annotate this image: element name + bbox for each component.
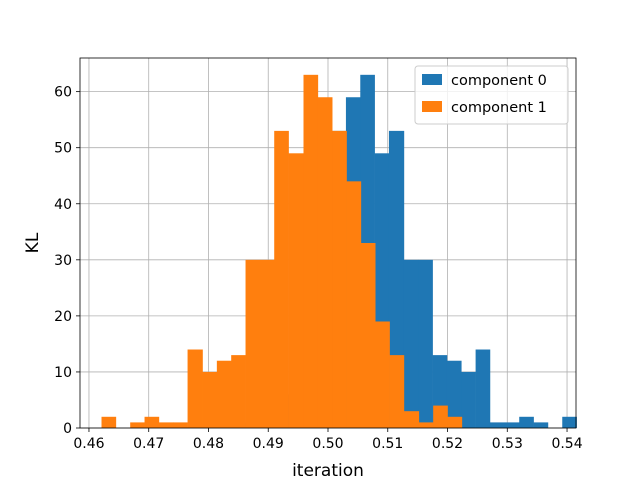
histogram-bar xyxy=(504,422,520,428)
x-tick-label: 0.46 xyxy=(73,436,104,452)
x-tick-label: 0.51 xyxy=(372,436,403,452)
y-tick-label: 60 xyxy=(54,85,72,101)
histogram-bar xyxy=(360,243,376,428)
legend-box xyxy=(414,65,569,125)
histogram-bar xyxy=(389,355,405,428)
x-tick-label: 0.49 xyxy=(253,436,284,452)
histogram-bar xyxy=(446,360,462,428)
histogram-bar xyxy=(173,422,188,428)
y-tick-label: 20 xyxy=(54,309,72,325)
y-tick-label: 10 xyxy=(54,365,72,381)
histogram-bar xyxy=(317,97,333,428)
histogram-bar xyxy=(418,259,433,428)
legend-label: component 1 xyxy=(451,100,547,116)
histogram-bar xyxy=(346,181,362,428)
histogram-bar xyxy=(433,405,448,428)
histogram-bar xyxy=(475,349,491,428)
x-tick-label: 0.48 xyxy=(193,436,224,452)
histogram-bar xyxy=(303,74,319,429)
histogram-bar xyxy=(101,416,117,428)
legend-swatch xyxy=(422,101,442,112)
x-axis-ticks: 0.46 0.47 0.48 0.49 0.50 0.51 0.52 0.53 0.54 xyxy=(73,428,583,452)
histogram-bar xyxy=(403,259,419,428)
histogram-bar xyxy=(231,355,246,428)
histogram-bar xyxy=(130,422,145,428)
bars xyxy=(101,74,577,429)
y-tick-label: 30 xyxy=(54,253,72,269)
x-tick-label: 0.54 xyxy=(551,436,582,452)
histogram-bar xyxy=(388,130,405,428)
histogram-bar xyxy=(144,416,160,428)
series-1-bars xyxy=(101,74,463,429)
x-tick-label: 0.47 xyxy=(133,436,164,452)
y-tick-label: 40 xyxy=(54,197,72,213)
x-tick-label: 0.50 xyxy=(312,436,343,452)
histogram-bar xyxy=(187,349,203,428)
histogram-bar xyxy=(332,130,347,428)
histogram-bar xyxy=(447,416,463,428)
histogram-bar xyxy=(288,153,304,428)
histogram-bar xyxy=(202,371,218,428)
y-tick-label: 0 xyxy=(63,421,72,437)
x-tick-label: 0.52 xyxy=(432,436,463,452)
y-tick-label: 50 xyxy=(54,141,72,157)
histogram-bar xyxy=(245,259,261,428)
histogram-bar xyxy=(403,411,420,428)
y-axis-label: KL xyxy=(23,232,43,253)
histogram-bar xyxy=(519,416,534,428)
x-tick-label: 0.53 xyxy=(492,436,523,452)
x-axis-label: iteration xyxy=(292,461,364,480)
legend: component 0 component 1 xyxy=(414,65,569,125)
histogram-bar xyxy=(461,371,476,428)
histogram-bar xyxy=(158,422,174,428)
legend-swatch xyxy=(422,74,442,85)
y-axis-ticks: 0 10 20 30 40 50 60 xyxy=(54,85,80,437)
histogram-bar xyxy=(375,321,390,428)
histogram-bar xyxy=(533,422,549,428)
histogram-bar xyxy=(274,130,289,428)
histogram-bar xyxy=(562,416,577,428)
legend-label: component 0 xyxy=(451,73,547,89)
histogram-bar xyxy=(216,360,232,428)
histogram-bar xyxy=(418,422,434,428)
histogram-bar xyxy=(489,422,506,428)
histogram-bar xyxy=(259,259,275,428)
